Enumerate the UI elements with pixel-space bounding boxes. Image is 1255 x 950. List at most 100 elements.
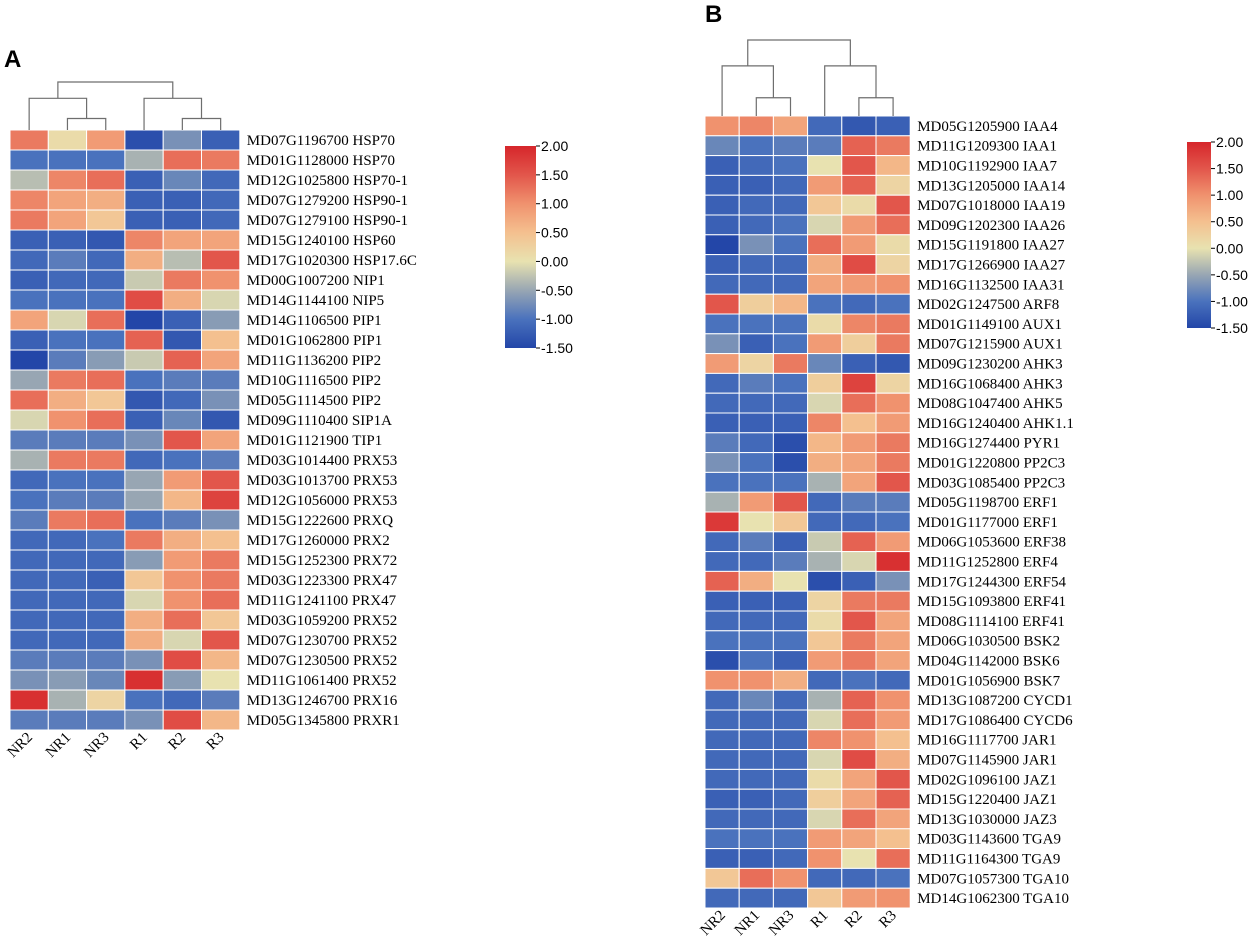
heatmap-cell bbox=[86, 329, 126, 351]
heatmap-cell bbox=[772, 353, 809, 374]
column-dendrogram bbox=[28, 81, 222, 130]
heatmap-cell bbox=[807, 452, 843, 473]
heatmap-cell bbox=[875, 254, 911, 275]
heatmap-cell bbox=[162, 489, 202, 511]
heatmap-cell bbox=[738, 392, 774, 414]
heatmap-cell bbox=[704, 768, 740, 790]
heatmap-cell bbox=[47, 609, 88, 631]
colorbar-tick-label: -0.50 bbox=[1216, 267, 1248, 283]
gene-label: MD07G1279100 HSP90-1 bbox=[247, 213, 408, 229]
heatmap-cell bbox=[162, 709, 202, 731]
gene-label: MD08G1114100 ERF41 bbox=[917, 614, 1065, 630]
heatmap-cell bbox=[875, 689, 911, 711]
heatmap-cell bbox=[704, 214, 740, 236]
heatmap-cell bbox=[124, 689, 164, 711]
heatmap-cell bbox=[201, 189, 241, 211]
heatmap-cell bbox=[47, 669, 88, 691]
heatmap-cell bbox=[772, 709, 809, 731]
heatmap-cell bbox=[9, 629, 49, 651]
heatmap-cell bbox=[738, 412, 774, 434]
heatmap-cell bbox=[704, 293, 740, 315]
heatmap-cell bbox=[86, 489, 126, 511]
gene-label: MD11G1136200 PIP2 bbox=[247, 353, 381, 369]
heatmap-cell bbox=[772, 155, 809, 176]
heatmap-cell bbox=[162, 449, 202, 471]
heatmap-cell bbox=[807, 848, 843, 869]
heatmap-cell bbox=[86, 429, 126, 451]
heatmap-cell bbox=[201, 689, 241, 711]
heatmap-cell bbox=[841, 293, 877, 315]
heatmap-cell bbox=[738, 174, 774, 196]
heatmap-cell bbox=[86, 449, 126, 471]
gene-label: MD03G1085400 PP2C3 bbox=[917, 475, 1065, 491]
gene-label: MD16G1117700 JAR1 bbox=[917, 733, 1056, 749]
heatmap-cell bbox=[124, 569, 164, 591]
gene-label: MD15G1093800 ERF41 bbox=[917, 594, 1066, 610]
heatmap-cell bbox=[875, 293, 911, 315]
gene-label: MD11G1061400 PRX52 bbox=[247, 673, 397, 689]
heatmap-cell bbox=[875, 471, 911, 493]
heatmap-cell bbox=[738, 887, 774, 909]
heatmap-cell bbox=[124, 349, 164, 371]
heatmap-cell bbox=[86, 269, 126, 291]
heatmap-cell bbox=[47, 429, 88, 451]
heatmap-cell bbox=[47, 129, 88, 151]
heatmap-cell bbox=[9, 649, 49, 671]
heatmap-cell bbox=[47, 169, 88, 191]
heatmap-cell bbox=[201, 129, 241, 151]
heatmap-cell bbox=[738, 768, 774, 790]
heatmap-cell bbox=[841, 669, 877, 691]
heatmap-cell bbox=[807, 511, 843, 533]
heatmap-cell bbox=[807, 293, 843, 315]
heatmap-cell bbox=[704, 650, 740, 671]
heatmap-cell bbox=[875, 531, 911, 553]
sample-label: NR2 bbox=[698, 908, 729, 939]
heatmap-cell bbox=[124, 329, 164, 351]
heatmap-cell bbox=[841, 135, 877, 157]
heatmap-cell bbox=[738, 551, 774, 572]
gene-label: MD09G1202300 IAA26 bbox=[917, 218, 1065, 234]
heatmap-cell bbox=[704, 155, 740, 176]
heatmap-cell bbox=[9, 709, 49, 731]
heatmap-cell bbox=[807, 867, 843, 889]
heatmap-cell bbox=[841, 848, 877, 869]
heatmap-cell bbox=[201, 349, 241, 371]
heatmap-cell bbox=[124, 669, 164, 691]
heatmap-cell bbox=[47, 369, 88, 391]
heatmap-cell bbox=[162, 509, 202, 531]
heatmap-cell bbox=[162, 409, 202, 431]
heatmap-cell bbox=[807, 768, 843, 790]
gene-label: MD08G1047400 AHK5 bbox=[917, 396, 1062, 412]
gene-label: MD07G1230700 PRX52 bbox=[247, 633, 397, 649]
heatmap-cell bbox=[9, 289, 49, 311]
heatmap-cell bbox=[772, 333, 809, 355]
heatmap-cell bbox=[86, 309, 126, 331]
heatmap-cell bbox=[704, 788, 740, 810]
heatmap-cell bbox=[47, 309, 88, 331]
heatmap-cell bbox=[162, 149, 202, 171]
heatmap-cell bbox=[86, 469, 126, 491]
heatmap-cell bbox=[704, 867, 740, 889]
heatmap-cell bbox=[9, 569, 49, 591]
heatmap-cell bbox=[86, 709, 126, 731]
heatmap-cell bbox=[807, 689, 843, 711]
heatmap-cell bbox=[841, 590, 877, 612]
heatmap-cell bbox=[704, 471, 740, 493]
heatmap-cell bbox=[807, 610, 843, 632]
dendrogram-branch bbox=[755, 97, 792, 116]
heatmap-cell bbox=[162, 469, 202, 491]
heatmap-cell bbox=[738, 214, 774, 236]
sample-label: NR1 bbox=[732, 908, 763, 939]
heatmap-cell bbox=[162, 189, 202, 211]
heatmap-cell bbox=[86, 129, 126, 151]
heatmap-cell bbox=[201, 289, 241, 311]
heatmap-cell bbox=[86, 249, 126, 271]
heatmap-cell bbox=[704, 353, 740, 374]
heatmap-cell bbox=[807, 115, 843, 137]
heatmap-cell bbox=[47, 189, 88, 211]
heatmap-cell bbox=[704, 828, 740, 850]
heatmap-cell bbox=[738, 630, 774, 652]
heatmap-cell bbox=[47, 329, 88, 351]
heatmap-cell bbox=[86, 209, 126, 231]
heatmap-cell bbox=[738, 848, 774, 869]
